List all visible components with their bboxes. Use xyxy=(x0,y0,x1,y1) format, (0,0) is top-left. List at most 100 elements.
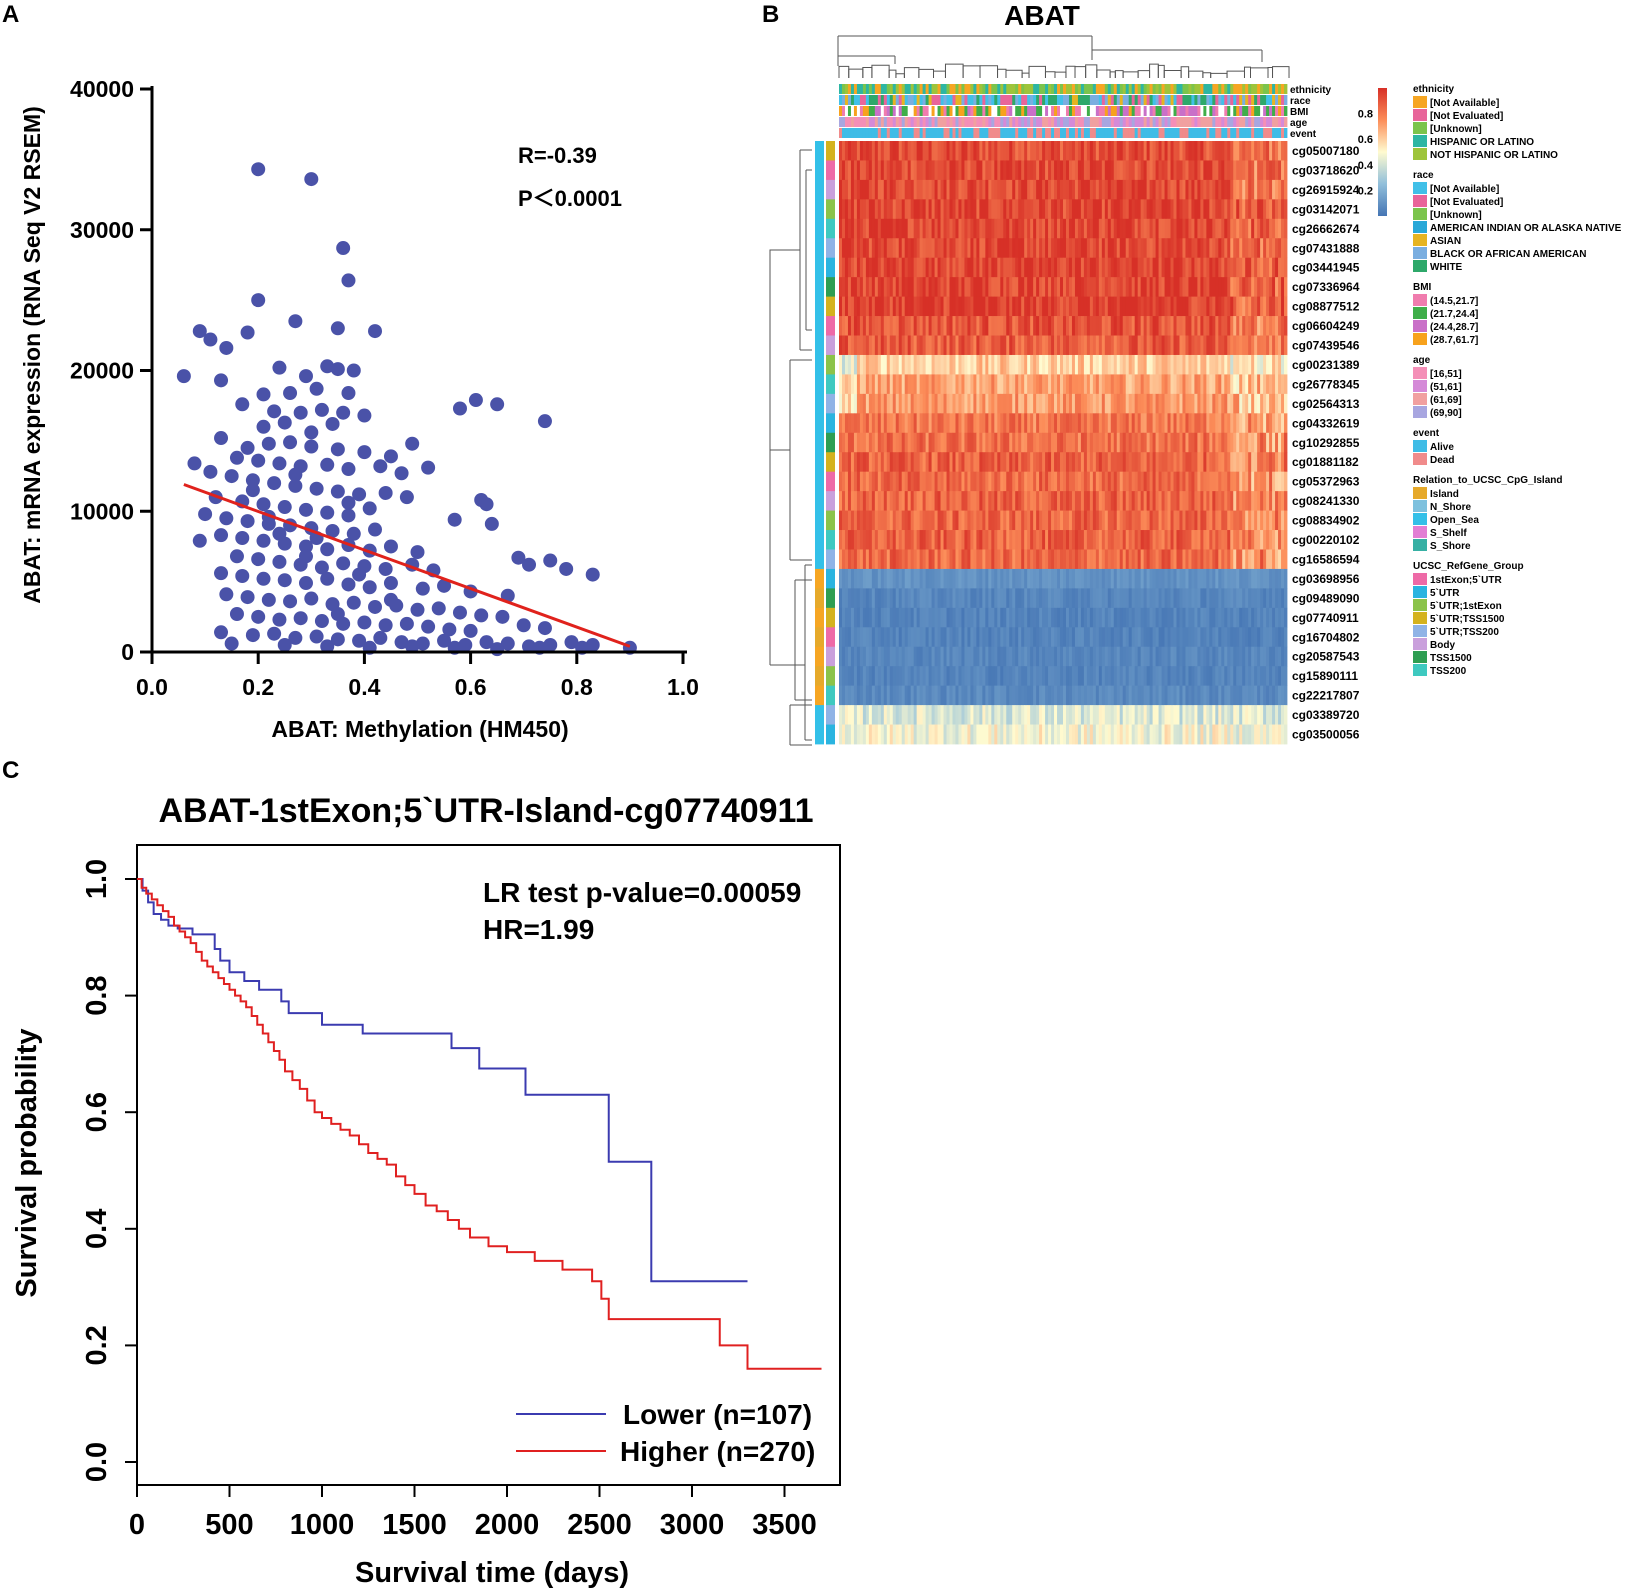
heatmap-cell xyxy=(1021,218,1025,239)
heatmap-cell xyxy=(1113,607,1118,628)
heatmap-cell xyxy=(973,393,977,414)
heatmap-cell xyxy=(925,296,929,317)
heatmap-cell xyxy=(985,199,989,220)
heatmap-cell xyxy=(1173,141,1177,161)
heatmap-cell xyxy=(1200,335,1204,356)
heatmap-cell xyxy=(853,530,858,550)
heatmap-cell xyxy=(1074,218,1079,239)
heatmap-cell xyxy=(1030,588,1034,609)
heatmap-cell xyxy=(955,491,959,511)
heatmap-cell xyxy=(988,393,992,414)
heatmap-cell xyxy=(889,335,894,356)
heatmap-cell xyxy=(925,568,929,589)
heatmap-cell xyxy=(1272,393,1276,414)
heatmap-cell xyxy=(907,530,912,550)
heatmap-cell xyxy=(1125,393,1130,414)
annotation-track-cell xyxy=(1203,84,1207,94)
annotation-track-cell xyxy=(1071,95,1076,105)
heatmap-cell xyxy=(991,316,995,336)
heatmap-cell xyxy=(1239,374,1243,395)
annotation-track-cell xyxy=(1033,128,1037,138)
heatmap-cell xyxy=(1137,393,1142,414)
heatmap-cell xyxy=(1269,452,1273,473)
annotation-track-cell xyxy=(889,106,894,116)
heatmap-cell xyxy=(1176,530,1180,550)
heatmap-cell xyxy=(1254,568,1258,589)
heatmap-cell xyxy=(1089,588,1094,609)
annotation-track-cell xyxy=(1146,84,1151,94)
annotation-track-cell xyxy=(883,106,888,116)
heatmap-cell xyxy=(907,257,912,278)
heatmap-cell xyxy=(1206,257,1210,278)
scatter-point xyxy=(240,514,255,529)
heatmap-cell xyxy=(1098,316,1103,336)
heatmap-cell xyxy=(1218,549,1222,570)
annotation-track-cell xyxy=(1006,117,1010,127)
annotation-track-cell xyxy=(904,106,909,116)
heatmap-cell xyxy=(865,413,870,434)
heatmap-cell xyxy=(1030,257,1034,278)
scatter-point xyxy=(564,635,579,650)
heatmap-cell xyxy=(1167,316,1171,336)
heatmap-cell xyxy=(1009,588,1013,609)
heatmap-cell xyxy=(1086,374,1091,395)
heatmap-cell xyxy=(961,452,965,473)
heatmap-cell xyxy=(964,452,968,473)
heatmap-cell xyxy=(1164,238,1168,259)
heatmap-cell xyxy=(988,160,992,181)
annotation-track-cell xyxy=(1012,117,1016,127)
heatmap-cell xyxy=(943,277,947,298)
heatmap-cell xyxy=(940,238,944,259)
heatmap-cell xyxy=(1068,510,1073,531)
heatmap-cell xyxy=(841,607,846,628)
heatmap-cell xyxy=(1188,393,1192,414)
scatter-point xyxy=(314,614,329,629)
heatmap-cell xyxy=(952,588,956,609)
annotation-track-cell xyxy=(1116,128,1121,138)
annotation-track-cell xyxy=(1197,128,1201,138)
annotation-track-cell xyxy=(1030,106,1034,116)
heatmap-cell xyxy=(1128,588,1133,609)
heatmap-cell xyxy=(1143,627,1148,648)
heatmap-cell xyxy=(1009,179,1013,200)
heatmap-cell xyxy=(1107,568,1112,589)
heatmap-cell xyxy=(1122,452,1127,473)
heatmap-cell xyxy=(961,199,965,220)
annotation-track-cell xyxy=(1113,95,1118,105)
heatmap-cell xyxy=(1251,374,1255,395)
heatmap-cell xyxy=(1006,335,1010,356)
heatmap-cell xyxy=(1077,491,1082,511)
heatmap-cell xyxy=(1122,277,1127,298)
annotation-track-cell xyxy=(1218,106,1222,116)
scatter-point xyxy=(272,612,287,627)
heatmap-cell xyxy=(1242,257,1246,278)
heatmap-cell xyxy=(1170,393,1174,414)
heatmap-cell xyxy=(856,530,861,550)
heatmap-cell xyxy=(916,218,921,239)
heatmap-cell xyxy=(1045,607,1049,628)
heatmap-cell xyxy=(1128,179,1133,200)
heatmap-cell xyxy=(1218,179,1222,200)
heatmap-cell xyxy=(1212,510,1216,531)
heatmap-cell xyxy=(970,218,974,239)
heatmap-cell xyxy=(1275,354,1279,375)
heatmap-cell xyxy=(937,393,941,414)
heatmap-cell xyxy=(1170,354,1174,375)
heatmap-cell xyxy=(1080,588,1085,609)
heatmap-cell xyxy=(841,413,846,434)
heatmap-cell xyxy=(1006,491,1010,511)
heatmap-cell xyxy=(1101,335,1106,356)
heatmap-cell xyxy=(1071,160,1076,181)
heatmap-cell xyxy=(1209,393,1213,414)
annotation-track-cell xyxy=(1104,128,1109,138)
heatmap-cell xyxy=(1182,432,1186,453)
annotation-track-cell xyxy=(1000,84,1004,94)
heatmap-cell xyxy=(1260,160,1264,181)
heatmap-cell xyxy=(1036,160,1040,181)
annotation-track-cell xyxy=(853,106,858,116)
heatmap-cell xyxy=(1167,238,1171,259)
heatmap-cell xyxy=(1104,393,1109,414)
heatmap-cell xyxy=(934,646,938,667)
heatmap-cell xyxy=(1245,199,1249,220)
heatmap-cell xyxy=(874,491,879,511)
